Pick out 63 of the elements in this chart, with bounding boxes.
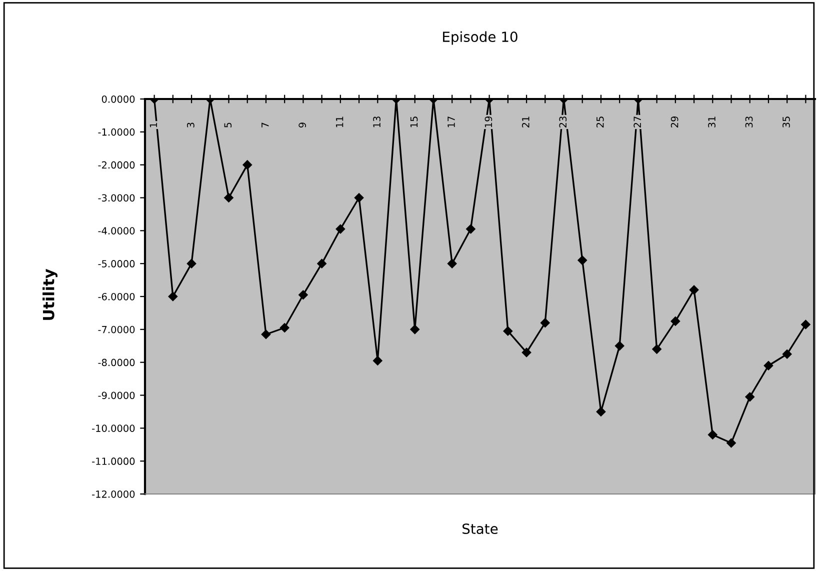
x-tick-label: 13 [373, 116, 380, 128]
point [373, 356, 382, 366]
y-tick-label: -11.0000 [92, 458, 135, 465]
x-tick-label: 23 [559, 116, 567, 128]
point [708, 430, 718, 440]
x-tick-label: 5 [224, 122, 232, 128]
x-tick-label: 35 [782, 116, 790, 128]
x-tick-label: 25 [596, 116, 604, 128]
y-tick-label: -3.0000 [98, 194, 135, 202]
point [354, 193, 364, 202]
x-tick-label: 7 [262, 122, 269, 128]
point [280, 323, 290, 332]
x-tick-label: 9 [298, 122, 306, 128]
x-axis-title: State [462, 524, 498, 534]
point [298, 290, 308, 300]
point [336, 224, 346, 234]
point [764, 361, 774, 370]
point [540, 318, 550, 328]
point [689, 285, 699, 295]
point [801, 320, 810, 330]
point [410, 324, 420, 334]
point [726, 438, 736, 448]
point [168, 292, 178, 302]
y-tick-label: -1.0000 [98, 128, 135, 136]
x-tick-label: 17 [448, 116, 455, 128]
point [670, 316, 680, 326]
x-tick-label: 1 [150, 122, 157, 128]
y-tick-label: -4.0000 [98, 227, 135, 234]
x-tick-label: 21 [522, 116, 530, 128]
y-tick-label: -6.0000 [98, 292, 135, 300]
x-tick-label: 31 [708, 116, 716, 128]
y-tick-label: -7.0000 [98, 326, 135, 334]
point [596, 407, 606, 416]
y-tick-label: -5.0000 [98, 260, 135, 268]
y-tick-label: -2.0000 [98, 161, 135, 169]
point [447, 258, 457, 268]
point [522, 348, 532, 358]
x-tick-label: 3 [186, 122, 194, 128]
point [317, 258, 326, 268]
point [242, 160, 252, 170]
y-axis-title: Utility [42, 268, 58, 320]
point [652, 344, 662, 354]
point [782, 349, 792, 359]
point [745, 392, 754, 402]
x-tick-label: 19 [484, 116, 492, 128]
x-tick-label: 29 [670, 116, 678, 128]
point [224, 193, 234, 202]
y-tick-label: 0.0000 [102, 95, 135, 103]
point [578, 256, 587, 265]
x-tick-label: 27 [634, 116, 641, 128]
x-tick-label: 11 [336, 116, 344, 128]
y-tick-label: -10.0000 [92, 424, 135, 432]
y-tick-label: -9.0000 [98, 392, 135, 400]
x-tick-label: 33 [745, 116, 753, 128]
point [614, 341, 624, 350]
point [261, 330, 271, 339]
chart-title: Episode 10 [443, 31, 518, 45]
point [466, 224, 476, 234]
y-tick-label: -8.0000 [98, 358, 135, 366]
x-tick-label: 15 [410, 116, 418, 128]
point [186, 258, 196, 268]
y-tick-label: -12.0000 [92, 490, 135, 498]
point [503, 326, 513, 336]
